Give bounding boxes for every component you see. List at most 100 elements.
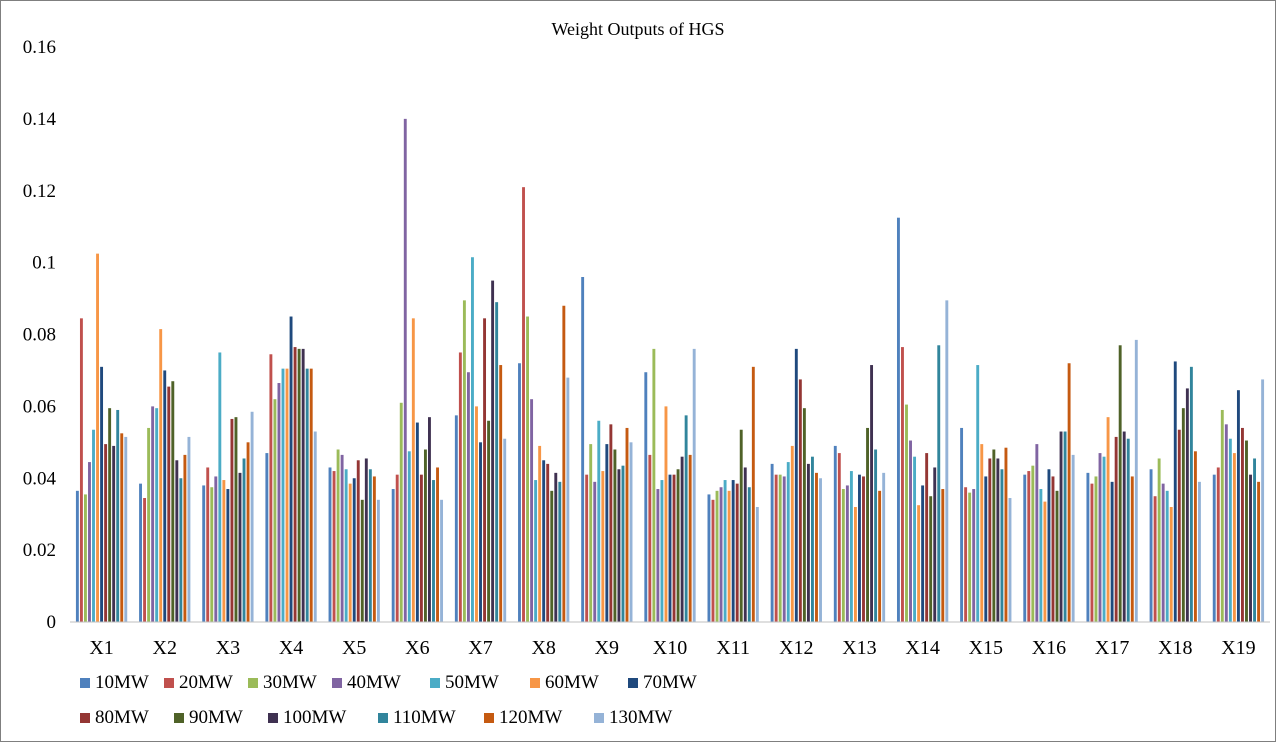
bar-x11-90mw bbox=[739, 429, 743, 622]
bar-x19-130mw bbox=[1261, 379, 1265, 622]
bar-x1-70mw bbox=[100, 366, 104, 622]
bar-x19-80mw bbox=[1241, 427, 1244, 622]
bar-x9-30mw bbox=[589, 444, 593, 622]
bar-x10-30mw bbox=[652, 348, 656, 623]
legend-swatch-50mw bbox=[430, 678, 440, 688]
legend-label-60mw: 60MW bbox=[545, 672, 599, 693]
bar-x10-10mw bbox=[644, 372, 648, 622]
bar-x17-20mw bbox=[1090, 483, 1094, 622]
bar-x5-20mw bbox=[332, 471, 336, 622]
bar-x12-70mw bbox=[794, 348, 798, 623]
y-tick-label: 0.1 bbox=[32, 253, 56, 274]
legend-swatch-70mw bbox=[628, 678, 638, 688]
bar-x18-120mw bbox=[1193, 451, 1197, 622]
bar-x4-110mw bbox=[305, 368, 309, 622]
bar-x12-10mw bbox=[770, 463, 774, 623]
bar-x4-100mw bbox=[301, 348, 305, 623]
bar-x14-100mw bbox=[933, 467, 937, 622]
bar-x19-120mw bbox=[1257, 481, 1261, 622]
bar-x8-110mw bbox=[558, 481, 562, 622]
y-tick-label: 0.12 bbox=[23, 181, 56, 202]
bar-x19-40mw bbox=[1224, 424, 1228, 622]
bar-x15-90mw bbox=[992, 449, 996, 622]
x-category-label: X14 bbox=[905, 637, 939, 659]
bar-x6-20mw bbox=[395, 474, 399, 622]
bar-x12-30mw bbox=[778, 474, 782, 622]
x-category-label: X16 bbox=[1032, 637, 1066, 659]
bar-x18-100mw bbox=[1185, 388, 1189, 622]
bar-x5-30mw bbox=[336, 449, 340, 622]
bar-x6-60mw bbox=[411, 318, 415, 622]
bar-x6-40mw bbox=[403, 118, 407, 623]
x-category-label: X11 bbox=[716, 637, 750, 659]
legend-label-30mw: 30MW bbox=[263, 672, 317, 693]
bar-x2-40mw bbox=[151, 406, 155, 623]
bar-x13-60mw bbox=[853, 507, 857, 622]
legend-label-20mw: 20MW bbox=[179, 672, 233, 693]
bar-x15-20mw bbox=[964, 487, 968, 622]
bar-x6-90mw bbox=[423, 449, 427, 622]
bar-x1-30mw bbox=[84, 494, 87, 622]
bar-x7-80mw bbox=[483, 318, 487, 622]
bar-x10-100mw bbox=[680, 456, 684, 622]
bar-x10-130mw bbox=[692, 348, 696, 623]
bar-x19-50mw bbox=[1228, 438, 1232, 622]
bar-x18-60mw bbox=[1169, 507, 1173, 622]
bar-x14-130mw bbox=[945, 300, 949, 622]
bar-x4-40mw bbox=[277, 383, 281, 622]
legend-label-40mw: 40MW bbox=[347, 672, 401, 693]
bar-x9-40mw bbox=[593, 481, 597, 622]
bar-x2-110mw bbox=[179, 478, 183, 622]
y-tick-label: 0 bbox=[47, 612, 57, 633]
bar-x9-20mw bbox=[585, 474, 589, 622]
x-category-label: X3 bbox=[216, 637, 240, 659]
bar-x10-50mw bbox=[660, 480, 664, 622]
bar-x6-80mw bbox=[419, 474, 423, 622]
bar-x3-40mw bbox=[214, 476, 218, 622]
y-axis-tick-labels: 0 0.02 0.04 0.06 0.08 0.1 0.12 0.14 0.16 bbox=[23, 37, 57, 633]
bar-x17-80mw bbox=[1114, 436, 1118, 622]
bar-x18-90mw bbox=[1181, 408, 1185, 622]
bar-x19-70mw bbox=[1236, 390, 1240, 622]
bar-x11-100mw bbox=[743, 467, 747, 622]
bar-x17-10mw bbox=[1086, 472, 1090, 622]
bar-x12-80mw bbox=[798, 379, 802, 622]
bar-x4-90mw bbox=[297, 348, 301, 623]
bar-x13-100mw bbox=[870, 365, 874, 622]
bar-x6-50mw bbox=[407, 451, 411, 622]
bar-x19-60mw bbox=[1232, 453, 1236, 622]
bar-x2-50mw bbox=[155, 408, 159, 622]
bar-x8-20mw bbox=[522, 187, 525, 622]
bar-x17-120mw bbox=[1130, 476, 1134, 622]
x-category-label: X19 bbox=[1221, 637, 1255, 659]
bar-x9-70mw bbox=[605, 444, 609, 622]
bar-x15-60mw bbox=[980, 444, 984, 622]
bar-x8-40mw bbox=[530, 399, 534, 622]
bar-x5-60mw bbox=[348, 483, 352, 622]
bar-x5-10mw bbox=[328, 467, 332, 622]
legend-label-110mw: 110MW bbox=[393, 707, 456, 728]
bar-x18-110mw bbox=[1189, 366, 1193, 622]
bar-x4-30mw bbox=[273, 399, 277, 622]
bar-x4-50mw bbox=[281, 368, 285, 622]
bar-x1-90mw bbox=[108, 408, 112, 622]
bar-x17-90mw bbox=[1118, 345, 1122, 622]
bar-x3-70mw bbox=[226, 489, 230, 622]
legend-swatch-30mw bbox=[248, 678, 258, 688]
bar-x2-30mw bbox=[147, 427, 151, 622]
bar-x8-120mw bbox=[562, 305, 566, 622]
bar-x10-20mw bbox=[648, 454, 652, 622]
bar-x6-100mw bbox=[428, 417, 431, 622]
y-tick-label: 0.02 bbox=[23, 540, 56, 561]
bar-x2-60mw bbox=[159, 329, 163, 622]
x-category-label: X18 bbox=[1158, 637, 1192, 659]
bar-x8-70mw bbox=[542, 460, 546, 622]
bar-x3-80mw bbox=[230, 418, 234, 622]
bar-x9-90mw bbox=[613, 449, 617, 622]
bar-x13-120mw bbox=[878, 490, 882, 622]
bar-x8-80mw bbox=[546, 463, 550, 623]
x-category-label: X13 bbox=[842, 637, 876, 659]
bar-x18-10mw bbox=[1149, 469, 1153, 622]
legend-swatch-130mw bbox=[594, 713, 604, 723]
bar-x7-50mw bbox=[471, 257, 474, 622]
